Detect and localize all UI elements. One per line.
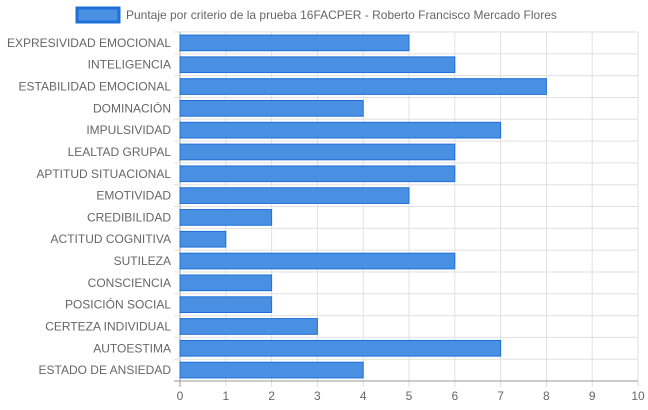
- x-tick-label: 3: [314, 389, 321, 403]
- bar[interactable]: [179, 209, 273, 226]
- category-label: ESTADO DE ANSIEDAD: [39, 363, 172, 377]
- bars: [179, 34, 547, 379]
- x-tick-label: 8: [543, 389, 550, 403]
- x-tick-label: 6: [451, 389, 458, 403]
- x-tick-label: 1: [222, 389, 229, 403]
- bar[interactable]: [179, 34, 410, 52]
- category-label: APTITUD SITUACIONAL: [36, 167, 171, 181]
- x-tick-label: 0: [177, 389, 184, 403]
- x-tick-label: 10: [631, 389, 645, 403]
- bar[interactable]: [179, 252, 456, 270]
- x-tick-label: 2: [268, 389, 275, 403]
- category-label: LEALTAD GRUPAL: [68, 145, 172, 159]
- category-labels: EXPRESIVIDAD EMOCIONAL INTELIGENCIA ESTABI…: [7, 36, 171, 377]
- bar[interactable]: [179, 361, 364, 379]
- bar[interactable]: [179, 274, 273, 292]
- bar[interactable]: [179, 143, 456, 161]
- bar[interactable]: [179, 165, 456, 183]
- category-label: INTELIGENCIA: [88, 58, 171, 72]
- category-label: EMOTIVIDAD: [96, 189, 171, 203]
- category-label: CERTEZA INDIVIDUAL: [45, 319, 171, 333]
- bar[interactable]: [179, 56, 456, 74]
- bar[interactable]: [179, 78, 547, 95]
- bar[interactable]: [179, 318, 318, 335]
- category-label: DOMINACIÓN: [93, 100, 171, 115]
- x-tick-label: 4: [360, 389, 367, 403]
- bar[interactable]: [179, 230, 227, 248]
- category-label: AUTOESTIMA: [93, 341, 171, 355]
- category-label: ESTABILIDAD EMOCIONAL: [19, 80, 172, 94]
- x-tick-label: 7: [497, 389, 504, 403]
- category-label: EXPRESIVIDAD EMOCIONAL: [7, 36, 171, 50]
- category-label: CONSCIENCIA: [88, 276, 171, 290]
- legend[interactable]: Puntaje por criterio de la prueba 16FACP…: [75, 6, 557, 24]
- bar[interactable]: [179, 339, 502, 357]
- legend-swatch: [75, 6, 121, 24]
- bar[interactable]: [179, 296, 273, 314]
- category-label: CREDIBILIDAD: [87, 210, 171, 224]
- category-label: IMPULSIVIDAD: [86, 123, 171, 137]
- bar[interactable]: [179, 121, 502, 139]
- x-tick-label: 9: [589, 389, 596, 403]
- legend-label: Puntaje por criterio de la prueba 16FACP…: [126, 8, 557, 22]
- bar[interactable]: [179, 187, 410, 204]
- x-axis-ticks: 0 1 2 3 4 5 6 7 8 9 10: [177, 389, 645, 403]
- category-label: POSICIÓN SOCIAL: [65, 297, 171, 312]
- category-label: SUTILEZA: [114, 254, 171, 268]
- category-label: ACTITUD COGNITIVA: [51, 232, 171, 246]
- bar[interactable]: [179, 99, 364, 117]
- x-tick-label: 5: [406, 389, 413, 403]
